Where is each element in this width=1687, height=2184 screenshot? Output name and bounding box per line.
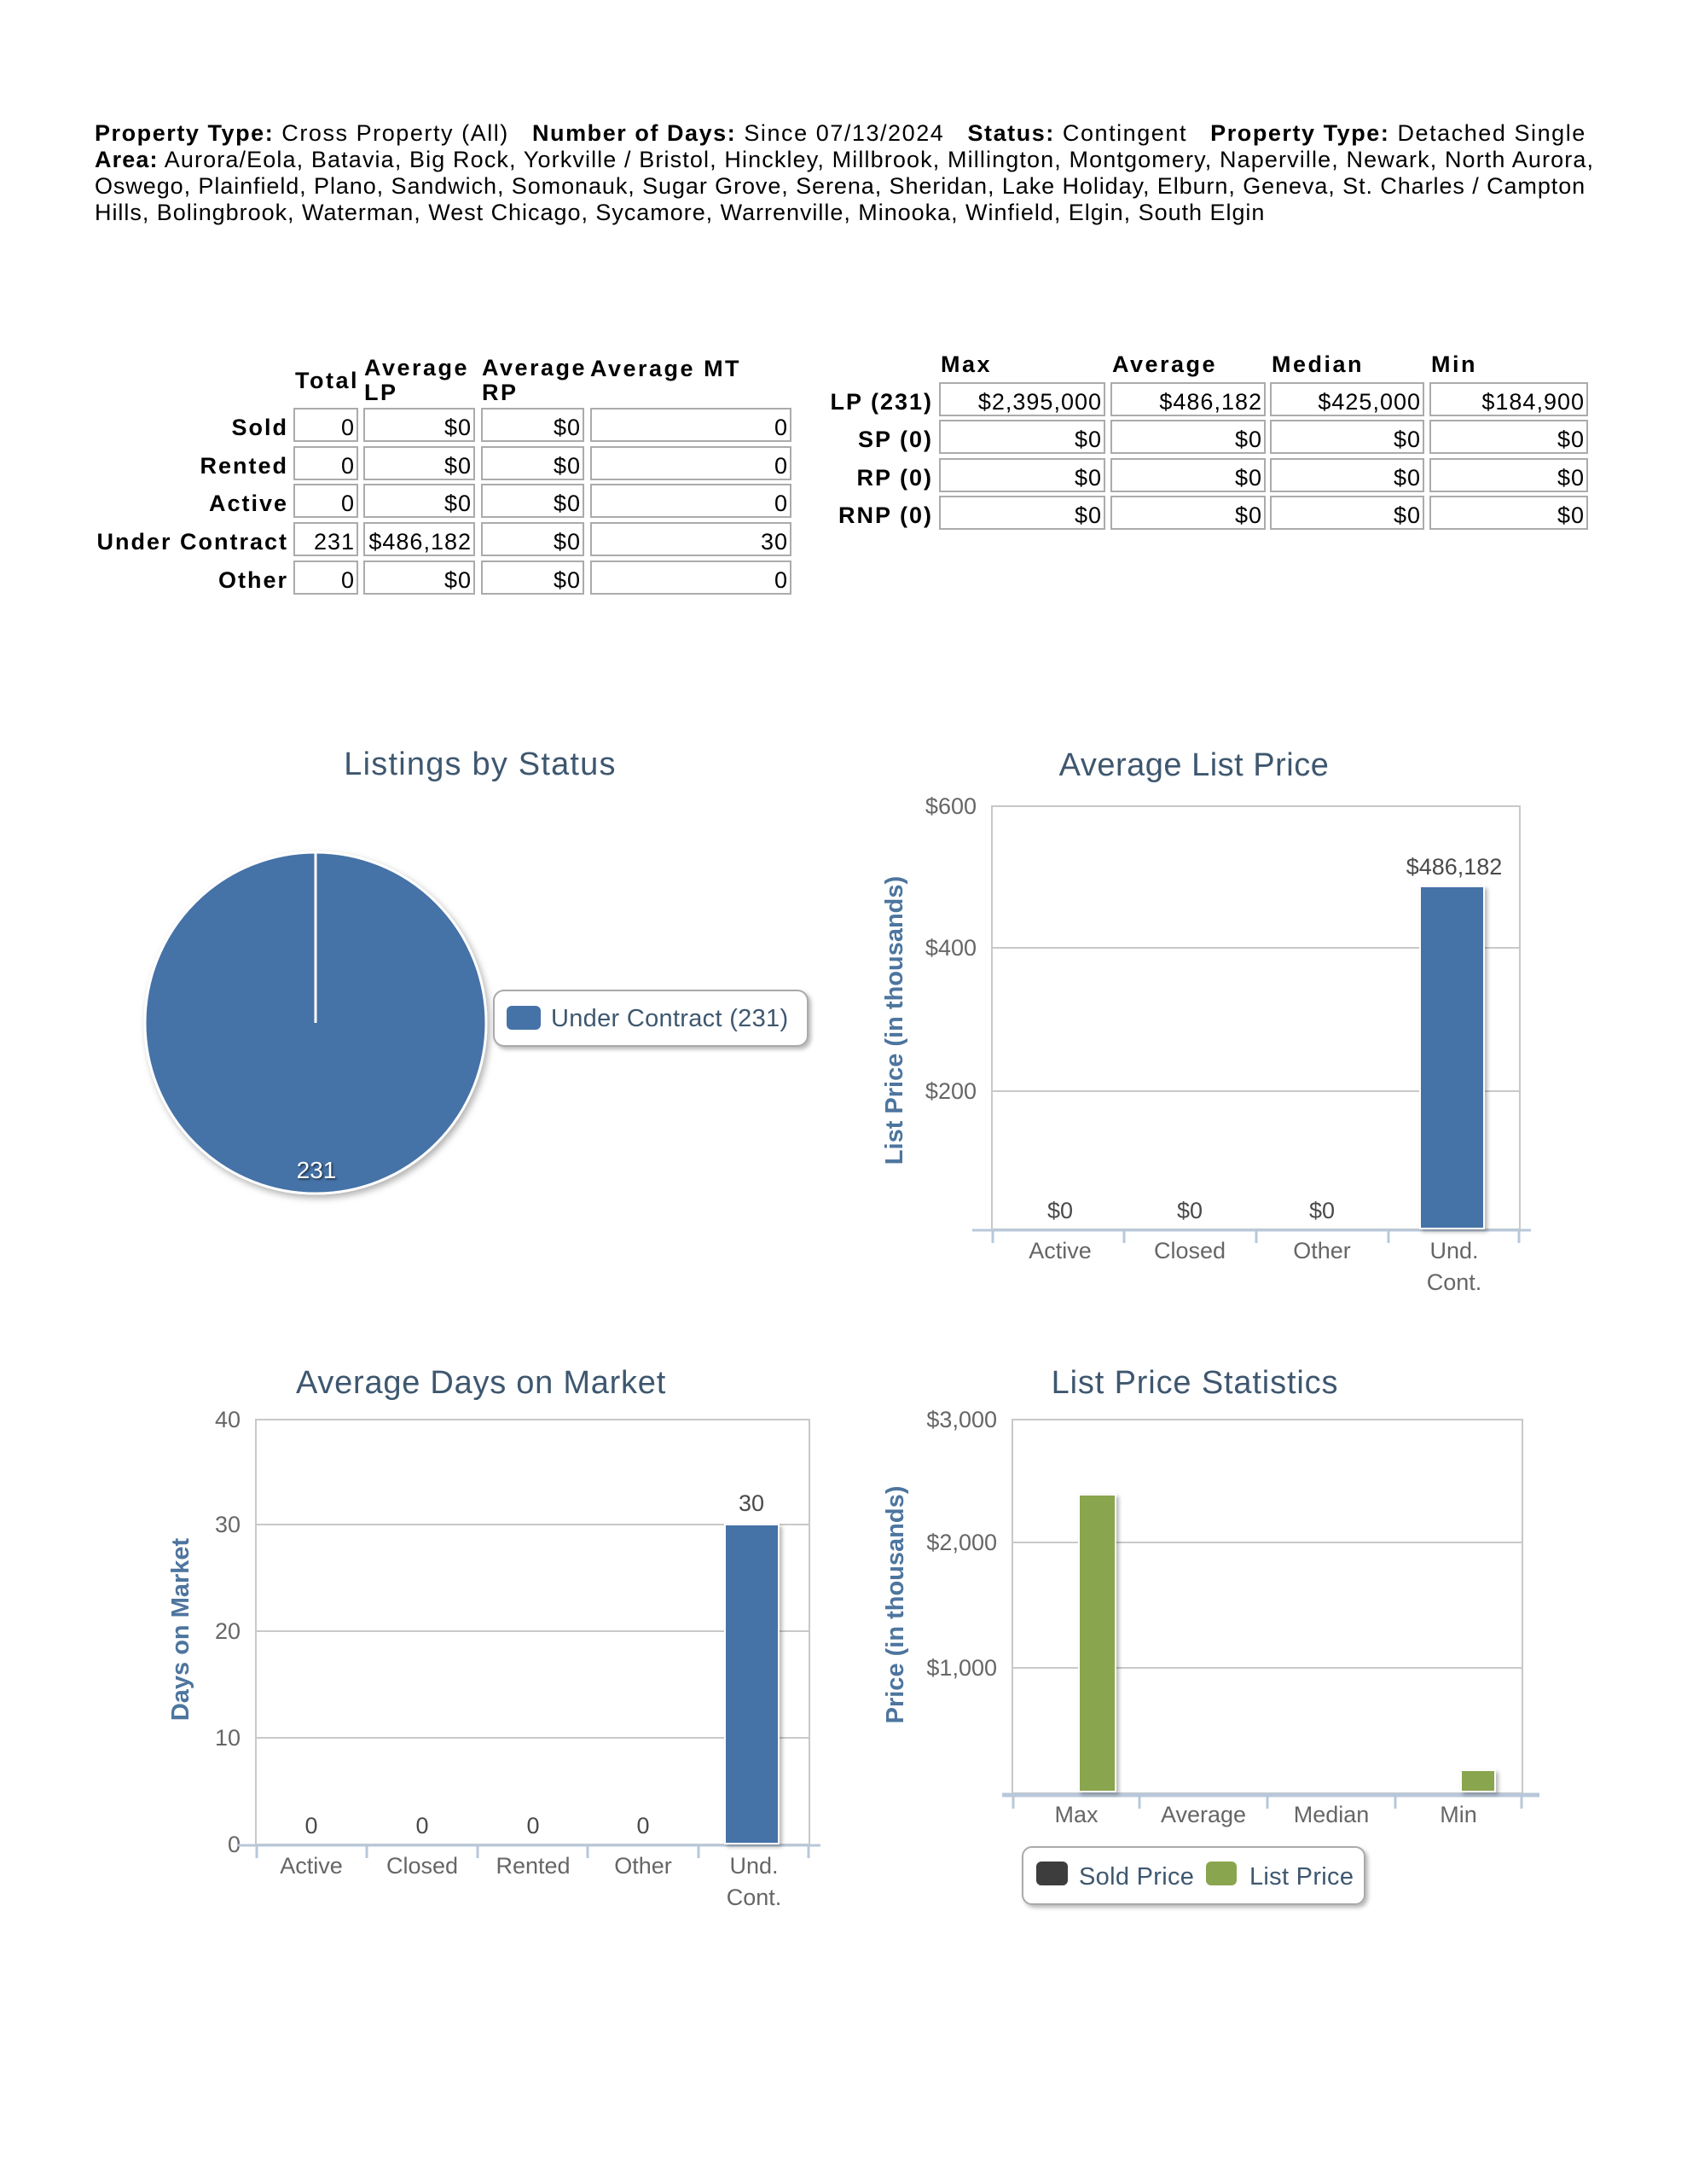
svg-text:Listings by Status: Listings by Status	[344, 746, 616, 782]
svg-text:20: 20	[215, 1618, 241, 1644]
svg-text:Sold Price: Sold Price	[1079, 1863, 1194, 1891]
svg-text:$400: $400	[925, 935, 977, 961]
svg-text:Und.: Und.	[1429, 1238, 1478, 1263]
svg-text:30: 30	[215, 1512, 241, 1537]
svg-text:$0: $0	[1177, 1198, 1203, 1223]
svg-text:Other: Other	[614, 1853, 672, 1879]
svg-text:Active: Active	[1029, 1238, 1092, 1263]
svg-text:30: 30	[739, 1490, 764, 1516]
svg-text:List Price: List Price	[1249, 1863, 1354, 1891]
svg-text:Average: Average	[1161, 1802, 1246, 1827]
svg-text:List Price Statistics: List Price Statistics	[1052, 1365, 1339, 1401]
svg-text:10: 10	[215, 1725, 241, 1751]
svg-text:Und.: Und.	[729, 1853, 778, 1879]
svg-text:Active: Active	[280, 1853, 343, 1879]
svg-text:$1,000: $1,000	[926, 1655, 997, 1681]
svg-text:Max: Max	[1054, 1802, 1099, 1827]
svg-text:Average List Price: Average List Price	[1059, 747, 1330, 783]
svg-text:Average Days on Market: Average Days on Market	[296, 1365, 666, 1401]
svg-text:Days on Market: Days on Market	[167, 1537, 194, 1721]
svg-text:$3,000: $3,000	[926, 1407, 997, 1432]
svg-text:231: 231	[297, 1157, 337, 1183]
svg-text:List Price (in thousands): List Price (in thousands)	[881, 876, 908, 1165]
svg-text:40: 40	[215, 1407, 241, 1432]
svg-text:$200: $200	[925, 1078, 977, 1104]
svg-text:Other: Other	[1293, 1238, 1351, 1263]
svg-text:0: 0	[636, 1813, 649, 1838]
svg-text:Cont.: Cont.	[727, 1885, 782, 1910]
svg-text:$600: $600	[925, 793, 977, 819]
svg-text:Median: Median	[1294, 1802, 1370, 1827]
svg-text:0: 0	[304, 1813, 317, 1838]
svg-text:Cont.: Cont.	[1427, 1269, 1482, 1295]
svg-text:Closed: Closed	[1154, 1238, 1226, 1263]
svg-text:Price (in thousands): Price (in thousands)	[882, 1486, 909, 1724]
svg-text:$0: $0	[1047, 1198, 1073, 1223]
svg-text:$2,000: $2,000	[926, 1530, 997, 1555]
svg-text:0: 0	[526, 1813, 539, 1838]
svg-text:Min: Min	[1440, 1802, 1477, 1827]
svg-text:Rented: Rented	[496, 1853, 570, 1879]
svg-text:$0: $0	[1309, 1198, 1335, 1223]
svg-text:$486,182: $486,182	[1406, 854, 1503, 880]
svg-text:Under Contract (231): Under Contract (231)	[551, 1005, 788, 1032]
svg-text:Closed: Closed	[386, 1853, 458, 1879]
svg-text:0: 0	[415, 1813, 428, 1838]
svg-text:0: 0	[228, 1832, 241, 1857]
